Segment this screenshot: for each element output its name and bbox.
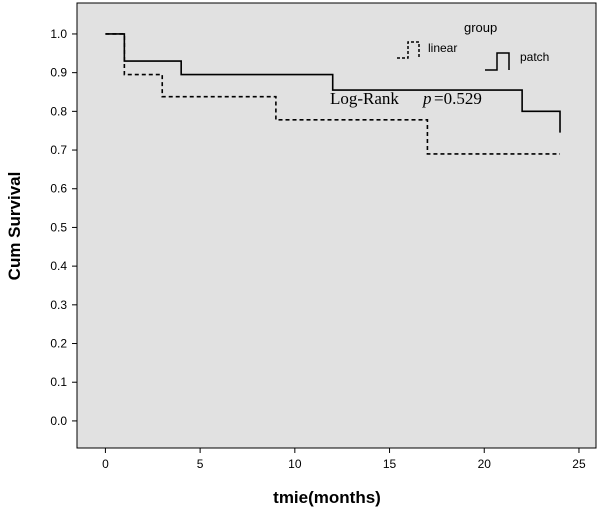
plot-area: [76, 2, 597, 449]
y-tick-label: 0.3: [50, 298, 67, 312]
x-tick-label: 20: [478, 457, 492, 471]
y-tick-label: 0.4: [50, 259, 67, 273]
y-tick-label: 0.7: [50, 143, 67, 157]
x-tick-label: 10: [288, 457, 302, 471]
y-tick-label: 0.5: [50, 220, 67, 234]
series-line-linear: [105, 33, 561, 155]
log-rank-label: Log-Rank: [330, 89, 399, 108]
series-layer: [105, 33, 561, 155]
legend-swatch-patch: [485, 52, 510, 71]
series-line-patch: [105, 33, 561, 133]
y-axis-title: Cum Survival: [5, 172, 24, 281]
y-tick-label: 0.6: [50, 182, 67, 196]
legend-title: group: [464, 20, 497, 35]
y-tick-label: 0.2: [50, 337, 67, 351]
x-axis-title: tmie(months): [273, 488, 381, 507]
x-axis: 0 5 10 15 20 25: [102, 448, 586, 471]
legend: group linear patch: [397, 20, 549, 71]
x-tick-label: 25: [572, 457, 586, 471]
p-symbol: p: [422, 89, 432, 108]
legend-label-patch: patch: [520, 50, 549, 64]
y-axis: 0.0 0.1 0.2 0.3 0.4 0.5 0.6 0.7 0.8 0.9 1.0: [50, 27, 77, 428]
y-tick-label: 0.9: [50, 66, 67, 80]
x-tick-label: 5: [197, 457, 204, 471]
y-tick-label: 0.8: [50, 104, 67, 118]
p-value: =0.529: [434, 89, 482, 108]
y-tick-label: 0.1: [50, 375, 67, 389]
x-tick-label: 15: [383, 457, 397, 471]
legend-label-linear: linear: [428, 41, 457, 55]
log-rank-annotation: Log-Rank p =0.529: [330, 89, 482, 108]
x-tick-label: 0: [102, 457, 109, 471]
y-tick-label: 1.0: [50, 27, 67, 41]
y-tick-label: 0.0: [50, 414, 67, 428]
legend-swatch-linear: [397, 41, 420, 59]
